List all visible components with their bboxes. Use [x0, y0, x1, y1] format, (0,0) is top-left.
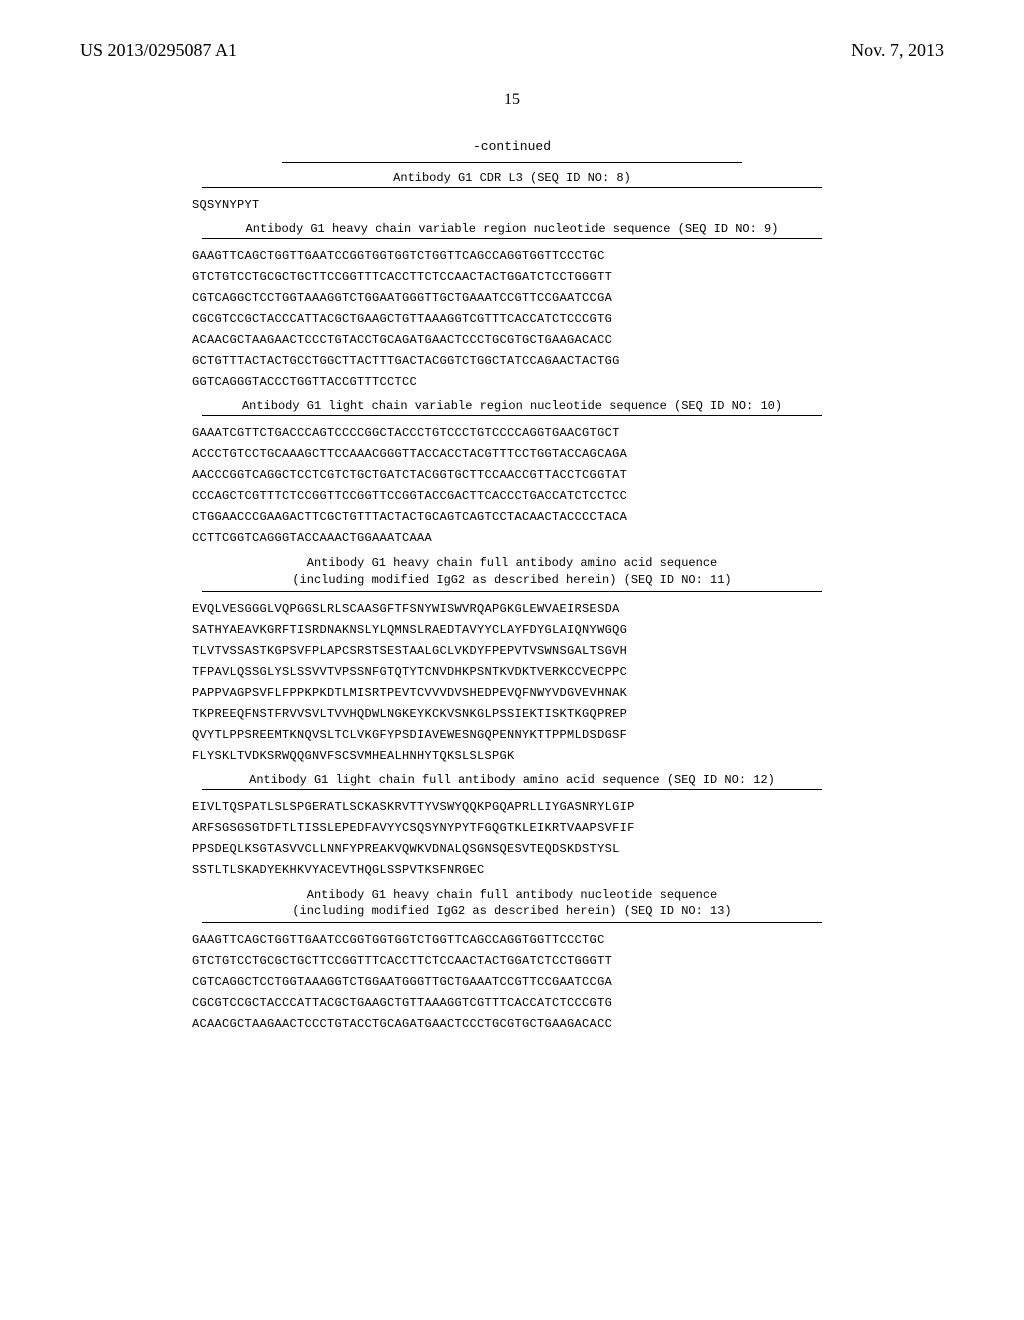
sequence-line: CGCGTCCGCTACCCATTACGCTGAAGCTGTTAAAGGTCGT…	[192, 994, 832, 1012]
sequence-block: EVQLVESGGGLVQPGGSLRLSCAASGFTFSNYWISWVRQA…	[192, 600, 832, 765]
sequence-line: CGTCAGGCTCCTGGTAAAGGTCTGGAATGGGTTGCTGAAA…	[192, 973, 832, 991]
sequence-line: TFPAVLQSSGLYSLSSVVTVPSSNFGTQTYTCNVDHKPSN…	[192, 663, 832, 681]
publication-date: Nov. 7, 2013	[851, 40, 944, 61]
sequence-line: PAPPVAGPSVFLFPPKPKDTLMISRTPEVTCVVVDVSHED…	[192, 684, 832, 702]
page-number: 15	[80, 91, 944, 109]
sequence-line: GGTCAGGGTACCCTGGTTACCGTTTCCTCC	[192, 373, 832, 391]
sequence-line: CGTCAGGCTCCTGGTAAAGGTCTGGAATGGGTTGCTGAAA…	[192, 289, 832, 307]
section-underline	[202, 789, 822, 790]
sequence-block: GAAATCGTTCTGACCCAGTCCCCGGCTACCCTGTCCCTGT…	[192, 424, 832, 547]
sequence-line: TKPREEQFNSTFRVVSVLTVVHQDWLNGKEYKCKVSNKGL…	[192, 705, 832, 723]
sequence-line: CGCGTCCGCTACCCATTACGCTGAAGCTGTTAAAGGTCGT…	[192, 310, 832, 328]
sequence-line: TLVTVSSASTKGPSVFPLAPCSRSTSESTAALGCLVKDYF…	[192, 642, 832, 660]
sequence-line: GAAGTTCAGCTGGTTGAATCCGGTGGTGGTCTGGTTCAGC…	[192, 931, 832, 949]
sequence-line: GTCTGTCCTGCGCTGCTTCCGGTTTCACCTTCTCCAACTA…	[192, 952, 832, 970]
sequence-line: GTCTGTCCTGCGCTGCTTCCGGTTTCACCTTCTCCAACTA…	[192, 268, 832, 286]
section-underline	[202, 922, 822, 923]
sequence-line: ACAACGCTAAGAACTCCCTGTACCTGCAGATGAACTCCCT…	[192, 1015, 832, 1033]
patent-number: US 2013/0295087 A1	[80, 40, 237, 61]
section-title: Antibody G1 CDR L3 (SEQ ID NO: 8)	[192, 171, 832, 185]
continued-label: -continued	[80, 139, 944, 154]
sequence-line: CCTTCGGTCAGGGTACCAAACTGGAAATCAAA	[192, 529, 832, 547]
sequence-line: GCTGTTTACTACTGCCTGGCTTACTTTGACTACGGTCTGG…	[192, 352, 832, 370]
sequence-line: EIVLTQSPATLSLSPGERATLSCKASKRVTTYVSWYQQKP…	[192, 798, 832, 816]
section-underline	[202, 415, 822, 416]
section-title: Antibody G1 heavy chain variable region …	[192, 222, 832, 236]
section-title: Antibody G1 heavy chain full antibody am…	[192, 555, 832, 589]
sequence-line: FLYSKLTVDKSRWQQGNVFSCSVMHEALHNHYTQKSLSLS…	[192, 747, 832, 765]
sequence-line: EVQLVESGGGLVQPGGSLRLSCAASGFTFSNYWISWVRQA…	[192, 600, 832, 618]
top-rule	[282, 162, 742, 163]
sequence-line: GAAATCGTTCTGACCCAGTCCCCGGCTACCCTGTCCCTGT…	[192, 424, 832, 442]
sequence-line: ACAACGCTAAGAACTCCCTGTACCTGCAGATGAACTCCCT…	[192, 331, 832, 349]
sequence-line: SATHYAEAVKGRFTISRDNAKNSLYLQMNSLRAEDTAVYY…	[192, 621, 832, 639]
sequence-line: QVYTLPPSREEMTKNQVSLTCLVKGFYPSDIAVEWESNGQ…	[192, 726, 832, 744]
section-underline	[202, 187, 822, 188]
sequence-line: ACCCTGTCCTGCAAAGCTTCCAAACGGGTTACCACCTACG…	[192, 445, 832, 463]
sequence-block: SQSYNYPYT	[192, 196, 832, 214]
sequence-block: GAAGTTCAGCTGGTTGAATCCGGTGGTGGTCTGGTTCAGC…	[192, 931, 832, 1033]
page-header: US 2013/0295087 A1 Nov. 7, 2013	[80, 40, 944, 61]
section-underline	[202, 591, 822, 592]
sequence-line: SQSYNYPYT	[192, 196, 832, 214]
section-title: Antibody G1 light chain variable region …	[192, 399, 832, 413]
sequence-line: CCCAGCTCGTTTCTCCGGTTCCGGTTCCGGTACCGACTTC…	[192, 487, 832, 505]
sequence-line: AACCCGGTCAGGCTCCTCGTCTGCTGATCTACGGTGCTTC…	[192, 466, 832, 484]
section-title: Antibody G1 heavy chain full antibody nu…	[192, 887, 832, 921]
sequence-line: SSTLTLSKADYEKHKVYACEVTHQGLSSPVTKSFNRGEC	[192, 861, 832, 879]
sequence-line: ARFSGSGSGTDFTLTISSLEPEDFAVYYCSQSYNYPYTFG…	[192, 819, 832, 837]
sequence-block: GAAGTTCAGCTGGTTGAATCCGGTGGTGGTCTGGTTCAGC…	[192, 247, 832, 391]
content-block: Antibody G1 CDR L3 (SEQ ID NO: 8) SQSYNYP…	[192, 171, 832, 1033]
sequence-line: GAAGTTCAGCTGGTTGAATCCGGTGGTGGTCTGGTTCAGC…	[192, 247, 832, 265]
sequence-block: EIVLTQSPATLSLSPGERATLSCKASKRVTTYVSWYQQKP…	[192, 798, 832, 879]
sequence-line: PPSDEQLKSGTASVVCLLNNFYPREAKVQWKVDNALQSGN…	[192, 840, 832, 858]
section-underline	[202, 238, 822, 239]
section-title: Antibody G1 light chain full antibody am…	[192, 773, 832, 787]
sequence-line: CTGGAACCCGAAGACTTCGCTGTTTACTACTGCAGTCAGT…	[192, 508, 832, 526]
